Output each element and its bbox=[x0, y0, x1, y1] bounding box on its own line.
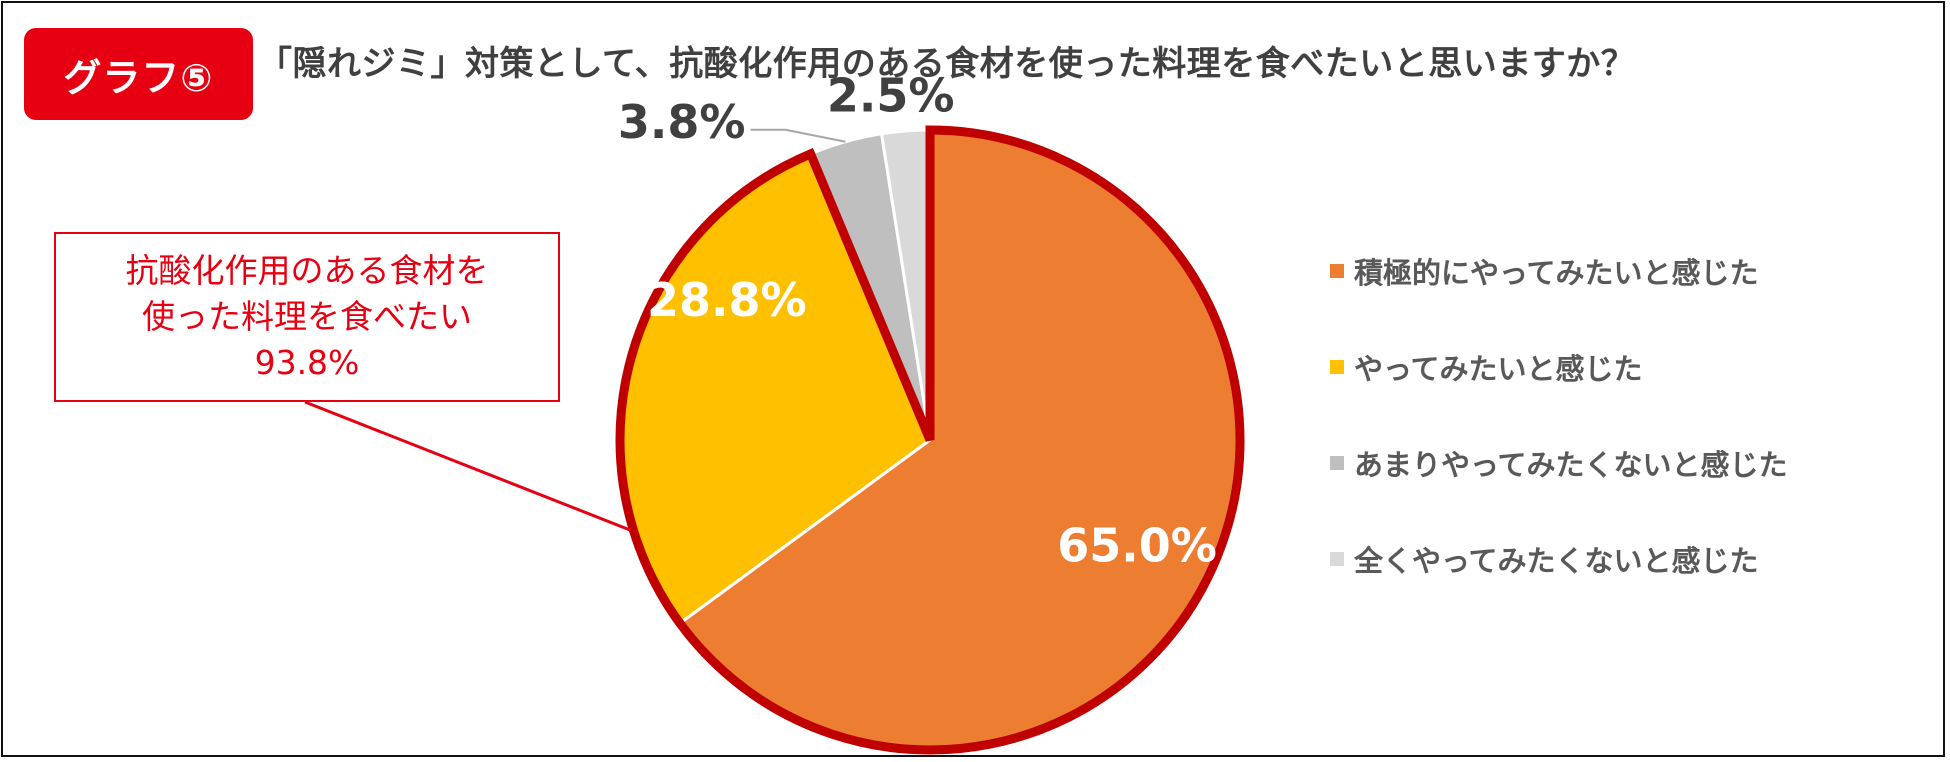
legend-swatch bbox=[1330, 552, 1344, 566]
legend-item: やってみたいと感じた bbox=[1330, 346, 1788, 442]
legend-label: あまりやってみたくないと感じた bbox=[1354, 448, 1788, 482]
chart-legend: 積極的にやってみたいと感じた やってみたいと感じた あまりやってみたくないと感じ… bbox=[1330, 250, 1788, 634]
chart-number-badge: グラフ⑤ bbox=[24, 28, 253, 120]
highlight-callout-box: 抗酸化作用のある食材を 使った料理を食べたい 93.8% bbox=[54, 232, 560, 402]
leader-line bbox=[750, 128, 846, 143]
callout-value: 93.8% bbox=[254, 343, 360, 382]
data-label: 3.8% bbox=[618, 95, 746, 149]
legend-label: 積極的にやってみたいと感じた bbox=[1354, 256, 1759, 290]
legend-label: やってみたいと感じた bbox=[1354, 352, 1643, 386]
legend-item: 全くやってみたくないと感じた bbox=[1330, 538, 1788, 634]
data-label: 2.5% bbox=[827, 68, 955, 122]
highlight-outline bbox=[615, 125, 1245, 755]
legend-swatch bbox=[1330, 360, 1344, 374]
data-label: 65.0% bbox=[1057, 519, 1217, 573]
badge-label: グラフ⑤ bbox=[63, 55, 214, 100]
legend-swatch bbox=[1330, 456, 1344, 470]
legend-label: 全くやってみたくないと感じた bbox=[1354, 544, 1759, 578]
callout-pointer-line bbox=[304, 400, 631, 532]
legend-item: 積極的にやってみたいと感じた bbox=[1330, 250, 1788, 346]
legend-swatch bbox=[1330, 264, 1344, 278]
callout-line-1: 抗酸化作用のある食材を bbox=[125, 251, 489, 290]
callout-line-2: 使った料理を食べたい bbox=[142, 297, 472, 336]
legend-item: あまりやってみたくないと感じた bbox=[1330, 442, 1788, 538]
data-label: 28.8% bbox=[647, 273, 807, 327]
chart-title: 「隠れジミ」対策として、抗酸化作用のある食材を使った料理を食べたいと思いますか？ bbox=[258, 44, 1636, 84]
